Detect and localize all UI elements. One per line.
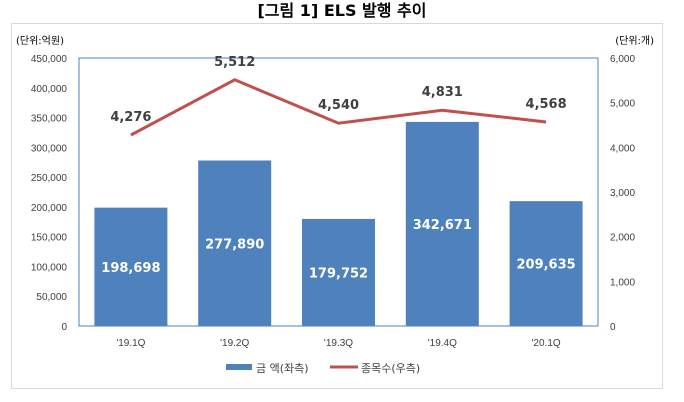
left-axis-tick: 0 — [61, 322, 67, 333]
left-axis-tick: 50,000 — [36, 292, 67, 303]
x-axis-tick: '19.1Q — [116, 338, 145, 349]
left-axis-tick: 150,000 — [31, 233, 68, 244]
left-axis-tick: 300,000 — [31, 143, 68, 154]
chart-title: [그림 1] ELS 발행 추이 — [257, 1, 427, 20]
right-axis-tick: 0 — [610, 322, 616, 333]
bar-value-label: 179,752 — [309, 266, 368, 281]
left-axis-tick: 200,000 — [31, 203, 68, 214]
line-value-label: 4,276 — [110, 110, 151, 125]
chart-frame — [11, 23, 663, 389]
right-axis-tick: 6,000 — [610, 54, 635, 65]
x-axis-tick: '19.3Q — [324, 338, 353, 349]
left-axis-tick: 250,000 — [31, 173, 68, 184]
bar — [302, 218, 375, 326]
right-axis-tick: 2,000 — [610, 233, 635, 244]
bar-value-label: 198,698 — [101, 261, 160, 276]
x-axis-tick: '20.1Q — [532, 338, 561, 349]
bar — [509, 201, 583, 326]
bar — [198, 160, 272, 326]
legend-bar-label: 금 액(좌측) — [256, 362, 309, 375]
bar — [405, 121, 479, 326]
line-series — [130, 78, 547, 137]
bar-value-label: 209,635 — [516, 258, 575, 273]
bar-value-label: 342,671 — [413, 218, 472, 233]
left-axis-tick: 400,000 — [31, 84, 68, 95]
x-axis-tick: '19.2Q — [220, 338, 249, 349]
left-unit-label: (단위:억원) — [16, 34, 64, 47]
x-axis-tick: '19.4Q — [428, 338, 457, 349]
legend-bar-swatch — [226, 364, 252, 370]
line-value-label: 4,831 — [422, 85, 463, 100]
right-axis-tick: 4,000 — [610, 143, 635, 154]
legend-line-label: 종목수(우측) — [361, 362, 420, 375]
left-axis-tick: 100,000 — [31, 262, 68, 273]
right-axis-tick: 1,000 — [610, 277, 635, 288]
line-value-label: 4,540 — [318, 98, 359, 113]
line-value-label: 5,512 — [214, 55, 255, 70]
line-value-label: 4,568 — [526, 97, 567, 112]
bar — [94, 207, 168, 326]
left-axis-tick: 450,000 — [31, 54, 68, 65]
right-axis-tick: 3,000 — [610, 188, 635, 199]
right-axis-tick: 5,000 — [610, 99, 635, 110]
right-unit-label: (단위:개) — [615, 34, 654, 47]
bar-value-label: 277,890 — [205, 237, 264, 252]
left-axis-tick: 350,000 — [31, 114, 68, 125]
